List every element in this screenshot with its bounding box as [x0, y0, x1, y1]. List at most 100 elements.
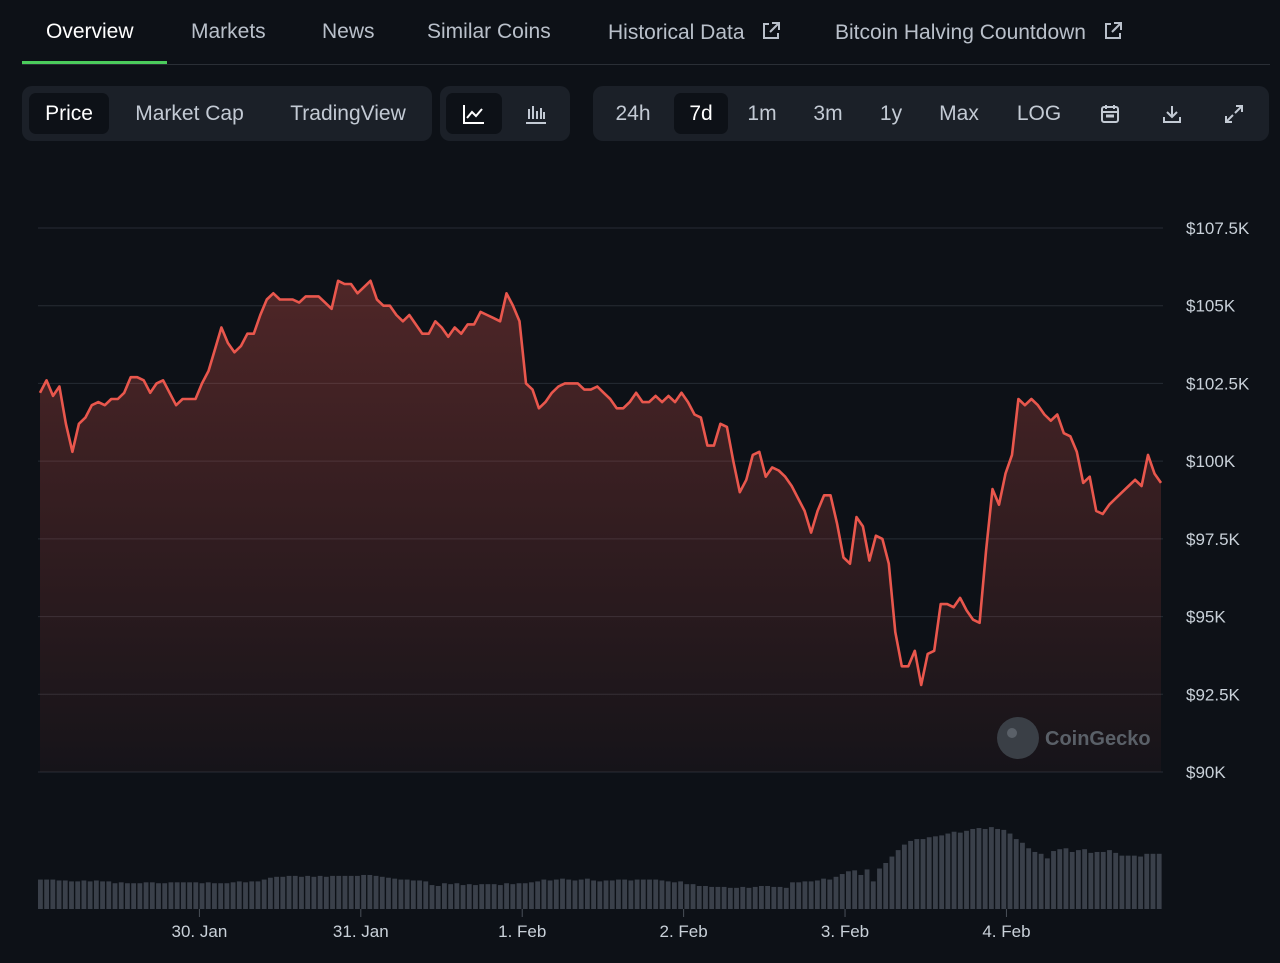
volume-bar [597, 881, 603, 909]
volume-bar [56, 880, 62, 909]
volume-bar [982, 828, 988, 909]
volume-bar [616, 879, 621, 909]
volume-bar [833, 876, 839, 909]
volume-bar [976, 828, 982, 909]
y-tick-label: $100K [1186, 452, 1236, 471]
volume-bar [38, 879, 43, 909]
tab-bitcoin-halving-countdown[interactable]: Bitcoin Halving Countdown [835, 20, 1124, 45]
volume-bar [1119, 855, 1125, 909]
tab-similar-coins[interactable]: Similar Coins [427, 20, 551, 43]
volume-bar [423, 881, 429, 909]
volume-bar [280, 876, 286, 909]
volume-bar [547, 880, 553, 909]
volume-bar [659, 880, 665, 909]
volume-bar [901, 844, 907, 909]
volume-bar [839, 874, 845, 909]
volume-bar [212, 883, 217, 909]
volume-bar [628, 880, 634, 909]
volume-bar [1057, 849, 1063, 909]
active-tab-underline [22, 61, 167, 64]
view-tradingview-button[interactable]: TradingView [290, 102, 406, 125]
volume-bar [541, 879, 547, 909]
volume-bar [758, 886, 764, 909]
volume-bar [622, 879, 628, 909]
y-tick-label: $107.5K [1186, 219, 1250, 238]
view-market-cap-button[interactable]: Market Cap [135, 102, 244, 125]
volume-bar [460, 885, 466, 909]
volume-bar [1131, 855, 1137, 909]
volume-bar [895, 850, 901, 909]
volume-bar [149, 882, 155, 909]
y-axis-labels: $90K $92.5K $95K $97.5K $100K $102.5K $105K $10… [1186, 219, 1250, 782]
x-tick-label: 2. Feb [660, 922, 708, 941]
volume-bar [690, 884, 696, 909]
volume-bar [342, 875, 348, 909]
date-picker-button[interactable] [1086, 93, 1134, 134]
volume-bar [261, 879, 267, 909]
volume-bar [417, 880, 422, 909]
volume-bar [821, 878, 826, 909]
volume-bar [1082, 849, 1088, 909]
volume-bar [951, 831, 957, 909]
volume-bar [118, 882, 124, 909]
tab-historical-data[interactable]: Historical Data [608, 20, 782, 45]
view-price-button[interactable]: Price [29, 93, 109, 134]
volume-bar [578, 879, 584, 909]
volume-bar [790, 882, 795, 909]
tab-overview[interactable]: Overview [46, 20, 134, 43]
tab-news[interactable]: News [322, 20, 375, 43]
range-7d-button[interactable]: 7d [674, 93, 728, 134]
range-24h-button[interactable]: 24h [615, 102, 651, 125]
volume-bar [199, 883, 205, 909]
volume-bar [379, 876, 385, 909]
fullscreen-button[interactable] [1210, 93, 1258, 134]
volume-bar [535, 881, 541, 909]
volume-bar [1051, 851, 1056, 909]
volume-bar [1125, 855, 1131, 909]
volume-bar [69, 881, 74, 909]
volume-bar [988, 827, 994, 909]
volume-bar [1013, 839, 1019, 909]
volume-bar [1075, 850, 1081, 909]
price-chart[interactable]: $90K $92.5K $95K $97.5K $100K $102.5K $105K $10… [0, 150, 1280, 963]
volume-bar [1063, 848, 1069, 909]
line-chart-button[interactable] [446, 93, 502, 134]
volume-bar [87, 881, 93, 909]
x-axis-labels: 30. Jan 31. Jan 1. Feb 2. Feb 3. Feb 4. Feb [172, 909, 1031, 941]
volume-bar [1100, 851, 1106, 909]
volume-bar [429, 885, 435, 909]
volume-bar [802, 881, 808, 909]
volume-bar [858, 874, 864, 909]
volume-bar [106, 881, 112, 909]
volume-bar [752, 886, 758, 909]
volume-bar [1113, 852, 1119, 909]
range-max-button[interactable]: Max [939, 102, 979, 125]
volume-bar [1069, 851, 1075, 909]
log-scale-button[interactable]: LOG [1016, 102, 1062, 125]
volume-bar [274, 876, 280, 909]
volume-bar [1038, 853, 1044, 909]
range-selector: 24h 7d 1m 3m 1y Max LOG [593, 86, 1269, 141]
range-1m-button[interactable]: 1m [747, 102, 777, 125]
volume-bar [591, 880, 596, 909]
volume-bar [330, 875, 335, 909]
candlestick-chart-button[interactable] [508, 93, 564, 134]
x-tick-label: 4. Feb [982, 922, 1030, 941]
volume-bar [112, 883, 118, 909]
volume-bar [1026, 848, 1032, 909]
tab-markets[interactable]: Markets [191, 20, 266, 43]
volume-bar [1020, 842, 1025, 909]
range-3m-button[interactable]: 3m [813, 102, 843, 125]
volume-bar [864, 869, 870, 909]
volume-bar [50, 879, 56, 909]
y-tick-label: $95K [1186, 608, 1226, 627]
download-button[interactable] [1148, 93, 1196, 134]
volume-bar [516, 883, 522, 909]
volume-bar [995, 828, 1000, 909]
coingecko-watermark: CoinGecko [997, 717, 1151, 759]
volume-bar [62, 880, 68, 909]
volume-bar [292, 875, 298, 909]
volume-bar [125, 883, 130, 909]
range-1y-button[interactable]: 1y [879, 102, 903, 125]
volume-bar [354, 875, 360, 909]
